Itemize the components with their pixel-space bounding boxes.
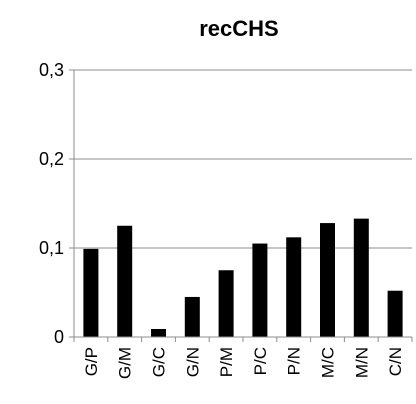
bar	[320, 223, 335, 337]
bar	[117, 225, 133, 337]
y-tick-label: 0,1	[39, 238, 64, 258]
bar	[151, 328, 166, 337]
x-tick-label: G/P	[82, 347, 101, 376]
x-tick-label: P/M	[217, 347, 236, 377]
bar	[387, 290, 403, 337]
x-tick-label: C/N	[386, 347, 405, 376]
x-tick-label: P/C	[251, 347, 270, 375]
bar	[252, 243, 268, 337]
chart-title: recCHS	[199, 16, 278, 41]
y-tick-label: 0,3	[39, 60, 64, 80]
x-tick-label: G/C	[150, 347, 169, 377]
y-tick-label: 0	[54, 327, 64, 347]
x-tick-label: G/N	[183, 347, 202, 377]
y-tick-label: 0,2	[39, 149, 64, 169]
axes	[69, 69, 413, 342]
x-tick-label: M/C	[319, 347, 338, 378]
x-tick-label: G/M	[116, 347, 135, 379]
bar	[286, 237, 302, 337]
x-tick-label: M/N	[352, 347, 371, 378]
bars	[83, 218, 403, 337]
bar	[353, 218, 369, 337]
x-tick-label: P/N	[285, 347, 304, 375]
bar	[218, 270, 234, 337]
y-tick-labels: 0 0,1 0,2 0,3	[39, 60, 64, 347]
x-tick-labels: G/P G/M G/C G/N P/M P/C P/N M/C M/N C/N	[82, 347, 405, 379]
bar	[184, 296, 200, 337]
bar	[83, 248, 99, 337]
